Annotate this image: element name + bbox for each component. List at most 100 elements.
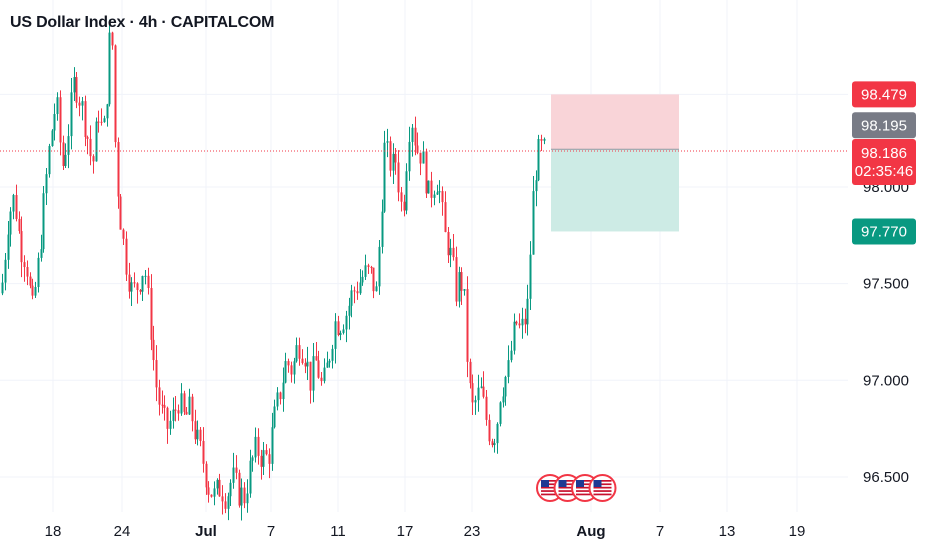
- candle-body: [174, 409, 177, 411]
- candle-body: [337, 321, 340, 336]
- candle-body: [161, 404, 164, 406]
- candle-body: [67, 136, 70, 155]
- candle-body: [334, 321, 337, 349]
- time-tick-label: Aug: [576, 523, 605, 540]
- candle-body: [411, 127, 414, 142]
- candle-body: [282, 382, 285, 400]
- candle-body: [430, 180, 433, 198]
- entry-price-label: 98.195: [852, 112, 916, 139]
- economic-event-markers[interactable]: [536, 474, 617, 502]
- candle-body: [405, 171, 408, 211]
- flag-stripe: [576, 486, 594, 489]
- candle-body: [23, 262, 26, 268]
- flag-stripe: [541, 486, 559, 489]
- last-price-label-text: 02:35:46: [855, 163, 913, 180]
- candle-body: [185, 411, 188, 415]
- candle-body: [86, 137, 89, 139]
- candle-body: [188, 396, 191, 415]
- candle-body: [97, 121, 100, 123]
- candle-body: [356, 291, 359, 294]
- candle-body: [207, 487, 210, 495]
- candle-body: [152, 339, 155, 361]
- candle-body: [163, 405, 166, 408]
- candle-body: [89, 138, 92, 157]
- candle-body: [34, 287, 37, 296]
- candle-body: [306, 361, 309, 367]
- chart-grid: [0, 0, 848, 512]
- flag-stripe: [576, 483, 594, 486]
- candle-body: [515, 321, 518, 324]
- candle-body: [84, 101, 87, 138]
- time-tick-label: 23: [464, 523, 481, 540]
- candle-body: [172, 409, 175, 421]
- candle-body: [92, 156, 95, 162]
- flag-stripe: [558, 493, 577, 496]
- candle-body: [537, 139, 540, 181]
- candle-body: [56, 97, 59, 115]
- candle-body: [394, 153, 397, 163]
- candle-body: [359, 282, 362, 294]
- candle-body: [12, 195, 15, 212]
- candle-body: [133, 282, 136, 284]
- candle-body: [301, 358, 304, 364]
- candle-body: [480, 386, 483, 388]
- candle-body: [103, 118, 106, 123]
- candle-body: [397, 162, 400, 193]
- candle-body: [218, 479, 221, 497]
- candle-body: [196, 429, 199, 440]
- candle-body: [482, 386, 485, 397]
- time-tick-label: Jul: [195, 523, 217, 540]
- candle-body: [53, 114, 56, 131]
- candle-body: [139, 290, 142, 292]
- candle-body: [268, 454, 271, 464]
- candle-body: [320, 377, 323, 382]
- candle-body: [243, 487, 246, 504]
- flag-stripe: [593, 480, 612, 482]
- time-tick-label: 13: [719, 523, 736, 540]
- candle-body: [471, 383, 474, 403]
- candle-body: [262, 450, 265, 467]
- candle-body: [64, 154, 67, 166]
- time-tick-label: 7: [656, 523, 664, 540]
- candle-body: [106, 104, 109, 119]
- candle-body: [40, 249, 43, 258]
- candle-body: [150, 288, 153, 340]
- candle-body: [130, 282, 133, 292]
- candle-body: [202, 440, 205, 464]
- candle-body: [229, 482, 232, 497]
- flag-stripe: [541, 480, 559, 482]
- candle-body: [447, 232, 450, 256]
- price-tick-label: 97.000: [863, 372, 909, 389]
- candle-body: [205, 463, 208, 488]
- candle-body: [191, 396, 194, 422]
- candle-body: [48, 146, 51, 175]
- time-tick-label: 11: [330, 523, 346, 540]
- last-price-label-text: 98.186: [861, 145, 907, 162]
- candle-body: [499, 402, 502, 424]
- candle-body: [114, 45, 117, 143]
- candle-body: [42, 193, 45, 250]
- candle-body: [147, 275, 150, 289]
- candle-body: [513, 321, 516, 351]
- candle-body: [298, 345, 301, 359]
- flag-stripe: [558, 483, 577, 486]
- candle-body: [29, 276, 32, 286]
- candle-body: [507, 360, 510, 377]
- candle-body: [315, 356, 318, 361]
- candle-body: [73, 77, 76, 93]
- candle-body: [419, 152, 422, 164]
- time-axis[interactable]: 18 24 Jul 7 11 17 23 Aug 7 13 19: [45, 523, 806, 540]
- last-price-label-bg: [852, 139, 916, 186]
- candle-body: [51, 130, 54, 147]
- candle-body: [235, 467, 238, 473]
- candle-body: [425, 151, 428, 194]
- candle-body: [279, 392, 282, 400]
- candle-body: [177, 410, 180, 414]
- candle-body: [436, 192, 439, 195]
- entry-price-label-text: 98.195: [861, 117, 907, 134]
- candle-body: [488, 419, 491, 442]
- candle-body: [422, 151, 425, 164]
- long-short-position-tool[interactable]: [0, 94, 848, 232]
